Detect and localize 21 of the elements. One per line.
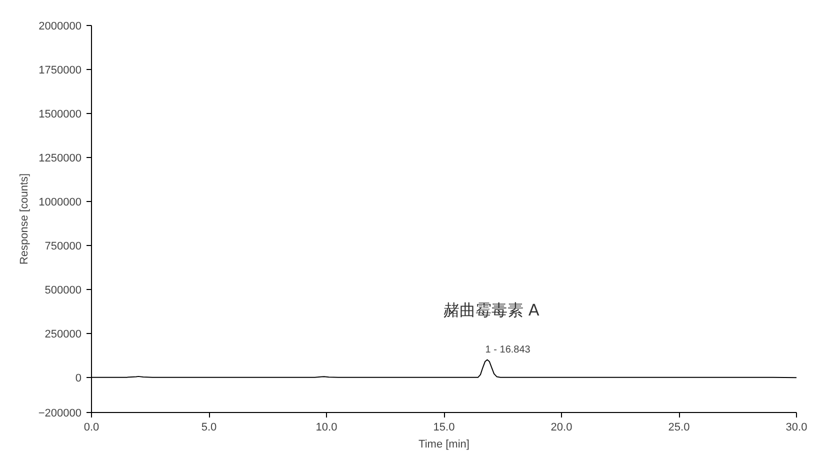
- x-tick-label: 25.0: [668, 422, 690, 434]
- x-axis-title: Time [min]: [418, 438, 470, 450]
- y-tick-label: 1250000: [38, 152, 82, 164]
- x-tick-label: 10.0: [316, 422, 338, 434]
- annotation: 赭曲霉毒素 A: [443, 300, 540, 320]
- annotation: 1 - 16.843: [485, 344, 531, 356]
- y-tick-label: 1000000: [38, 196, 82, 208]
- y-tick-label: 2000000: [38, 20, 82, 32]
- y-tick-label: 750000: [44, 240, 82, 252]
- y-tick-label: 250000: [44, 328, 82, 340]
- x-tick-label: 20.0: [550, 422, 572, 434]
- y-tick-label: 1750000: [38, 64, 82, 76]
- y-tick-label: −200000: [38, 408, 82, 420]
- y-axis-title: Response [counts]: [18, 173, 30, 265]
- y-tick-label: 0: [75, 372, 82, 384]
- y-tick-label: 500000: [44, 284, 82, 296]
- x-tick-label: 15.0: [433, 422, 455, 434]
- y-tick-label: 1500000: [38, 108, 82, 120]
- x-tick-label: 5.0: [201, 422, 217, 434]
- x-tick-label: 30.0: [786, 422, 808, 434]
- x-tick-label: 0.0: [84, 422, 100, 434]
